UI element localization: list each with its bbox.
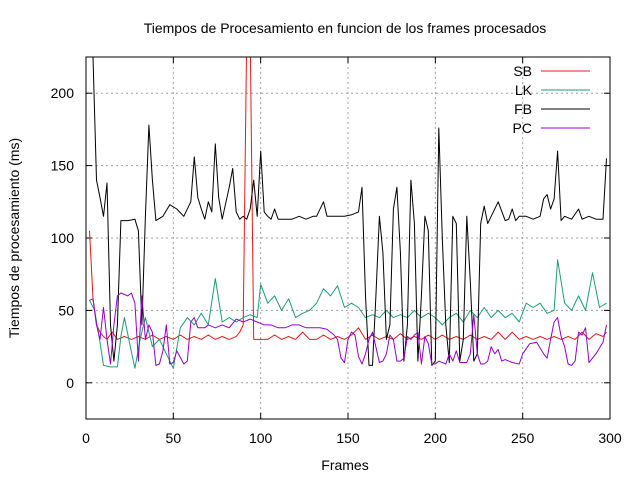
y-tick-label: 100	[51, 230, 75, 246]
gridlines	[86, 57, 610, 419]
x-tick-label: 300	[598, 430, 622, 446]
y-axis-label: Tiempos de procesamiento (ms)	[6, 138, 22, 338]
y-tick-label: 50	[58, 302, 74, 318]
series-line-fb	[92, 57, 607, 366]
y-tick-label: 150	[51, 158, 75, 174]
legend: SB LK FB PC	[513, 63, 590, 136]
axis-ticks: 0 50 100 150 200 250 300 0 50 100 150 200	[51, 57, 622, 446]
legend-label-lk: LK	[515, 82, 533, 98]
x-tick-label: 50	[166, 430, 182, 446]
legend-label-sb: SB	[513, 63, 532, 79]
plot-frame	[85, 56, 611, 420]
series-lines	[89, 57, 607, 369]
chart-title: Tiempos de Procesamiento en funcion de l…	[144, 20, 547, 36]
x-axis-label: Frames	[321, 457, 368, 473]
y-tick-label: 200	[51, 85, 75, 101]
x-tick-label: 250	[511, 430, 535, 446]
x-tick-label: 200	[424, 430, 448, 446]
y-tick-label: 0	[66, 375, 74, 391]
series-line-lk	[89, 259, 607, 369]
x-tick-label: 150	[336, 430, 360, 446]
x-tick-label: 0	[82, 430, 90, 446]
series-line-sb	[89, 57, 607, 340]
legend-label-fb: FB	[514, 101, 532, 117]
x-tick-label: 100	[249, 430, 273, 446]
legend-label-pc: PC	[513, 120, 532, 136]
series-line-pc	[89, 292, 607, 366]
